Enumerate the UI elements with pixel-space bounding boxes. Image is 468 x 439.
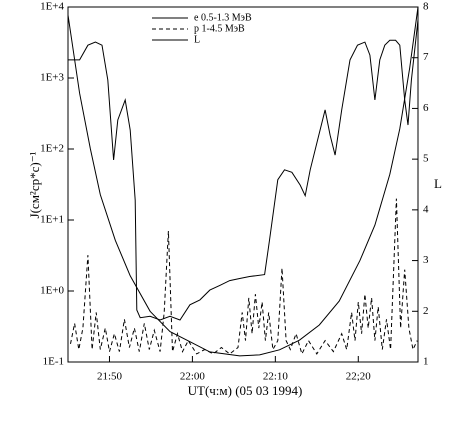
plot-frame: [67, 6, 419, 363]
x-tick-label: 22:00: [180, 371, 206, 383]
y2-tick-label: 3: [423, 254, 429, 266]
y-tick-label: 1E+4: [40, 1, 64, 13]
series-line: [70, 198, 418, 356]
x-axis-label: UT(ч:м) (05 03 1994): [188, 383, 303, 398]
y2-tick-label: 6: [423, 102, 429, 114]
x-tick-label: 22;20: [346, 371, 372, 383]
y2-tick-label: 1: [423, 356, 429, 368]
series-line: [68, 19, 419, 321]
x-tick-label: 21:50: [97, 371, 123, 383]
y-tick-label: 1E+1: [40, 214, 64, 226]
y2-tick-label: 8: [423, 1, 429, 13]
legend-label: p 1-4.5 МэВ: [194, 23, 245, 34]
legend-label: e 0.5-1.3 МэВ: [194, 12, 252, 23]
y-tick-label: 1E+3: [40, 72, 64, 84]
legend-label: L: [194, 34, 200, 45]
y-tick-label: 1E-1: [43, 356, 64, 368]
y2-tick-label: 2: [423, 305, 429, 317]
y-tick-label: 1E+2: [40, 143, 64, 155]
y2-tick-label: 4: [423, 203, 429, 215]
y2-axis-label: L: [434, 176, 442, 191]
y-axis-label: J(см²ср*с)⁻¹: [27, 151, 42, 218]
y2-tick-label: 7: [423, 51, 429, 63]
series-line: [67, 6, 419, 357]
y-tick-label: 1E+0: [40, 285, 64, 297]
y2-tick-label: 5: [423, 153, 429, 165]
x-tick-label: 22:10: [263, 371, 289, 383]
